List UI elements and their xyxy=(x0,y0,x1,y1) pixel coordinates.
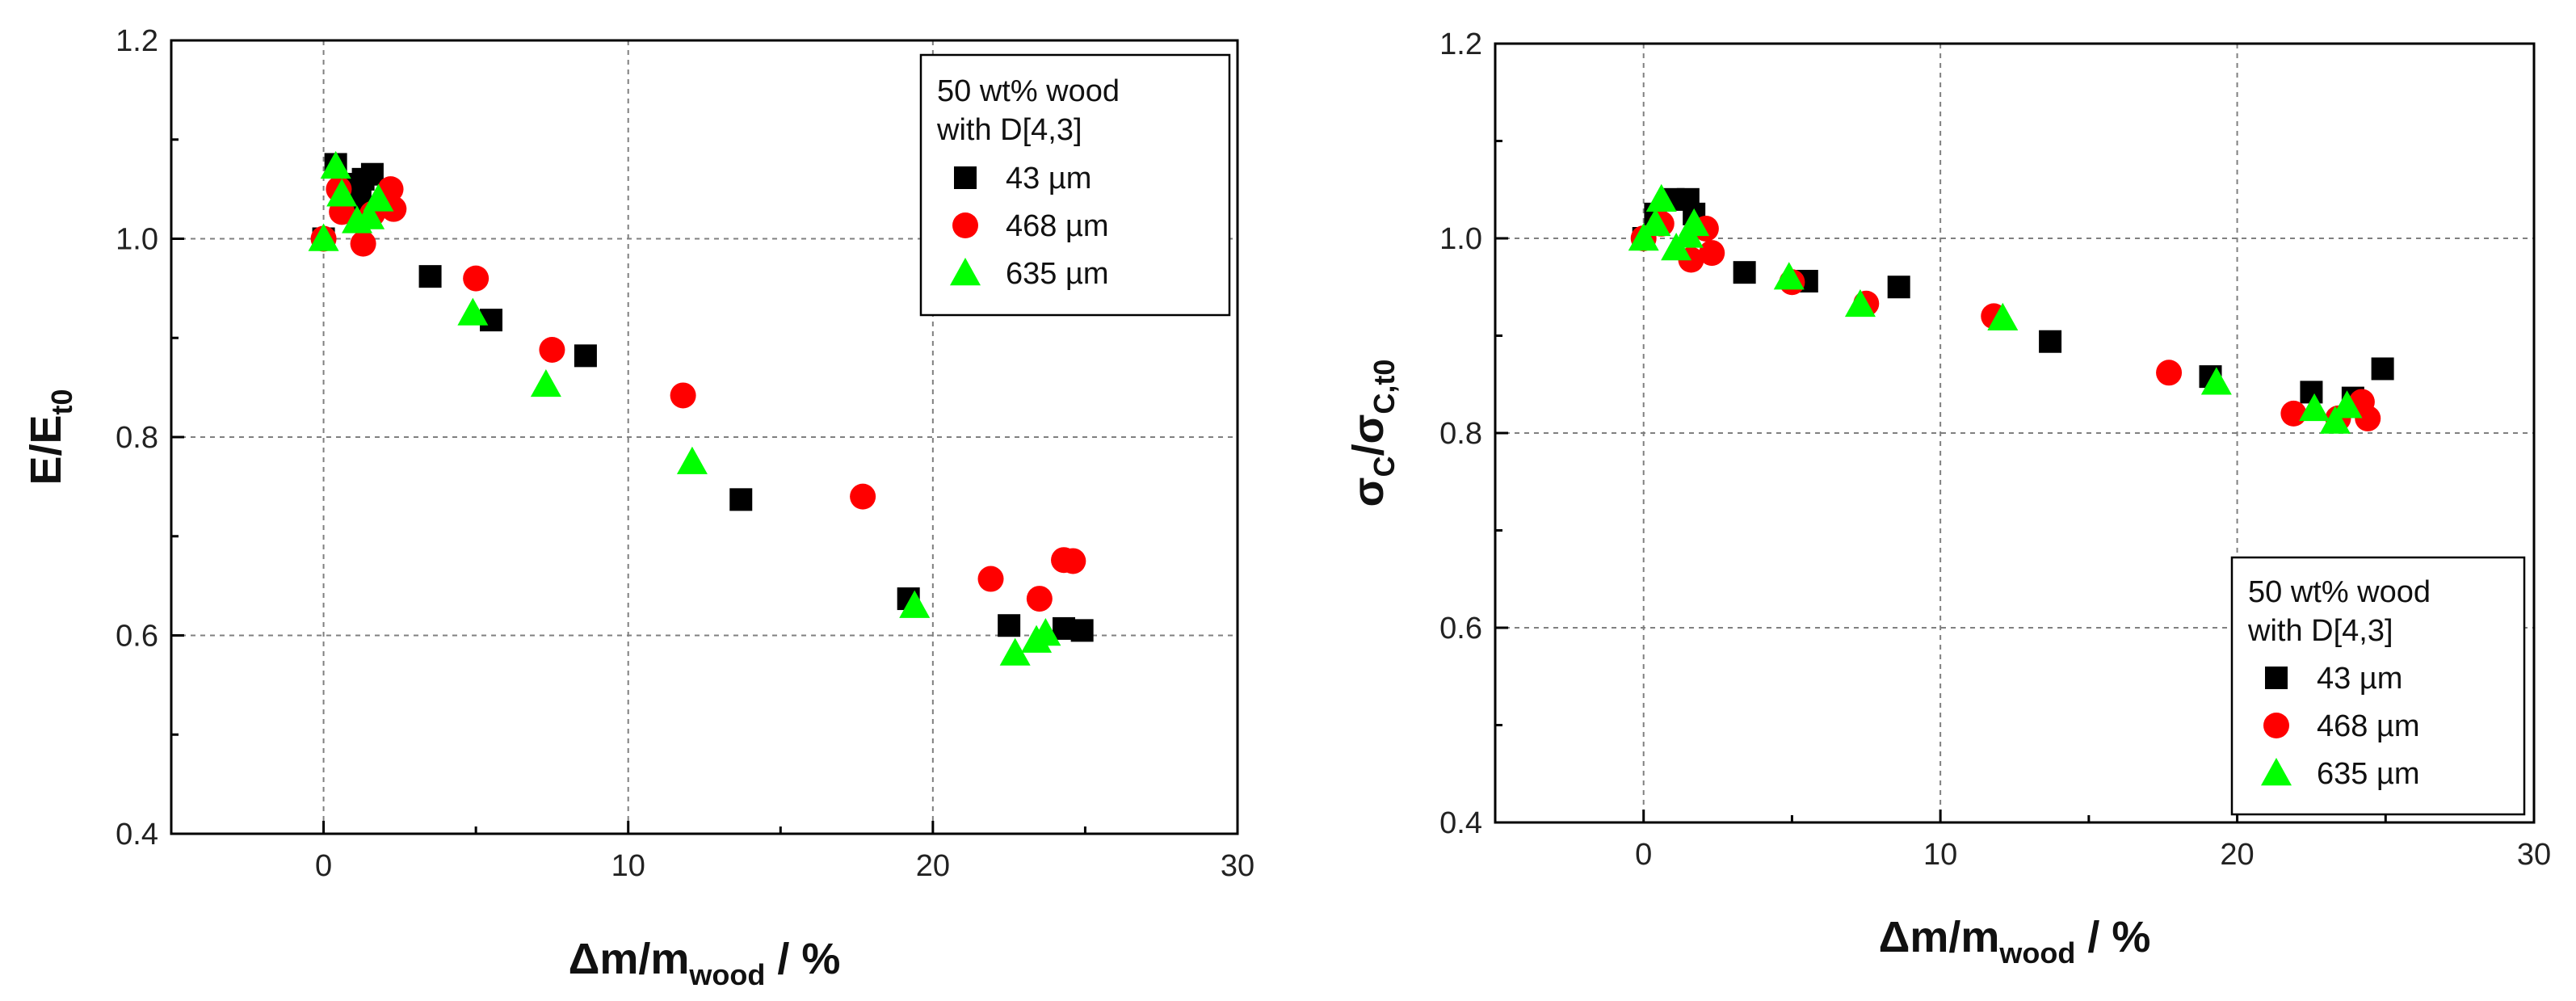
y-tick-label: 1.0 xyxy=(1439,222,1482,256)
data-point-square xyxy=(2039,330,2062,353)
data-point-triangle xyxy=(308,223,339,251)
data-point-square xyxy=(998,614,1021,637)
x-tick-label: 30 xyxy=(2517,838,2551,872)
y-axis-label-left: E/Et0 xyxy=(22,389,78,485)
y-tick-label: 1.0 xyxy=(116,223,158,257)
data-point-square xyxy=(729,488,753,511)
legend-label-635-right: 635 µm xyxy=(2317,757,2420,791)
data-point-square xyxy=(418,265,442,288)
data-point-triangle xyxy=(1628,223,1659,251)
ticks-right: 0 10 20 30 0.4 0.6 0.8 1.0 1.2 xyxy=(1439,27,2551,872)
data-point-square xyxy=(360,162,384,186)
legend-left: 50 wt% wood with D[4,3] 43 µm 468 µm 635… xyxy=(919,53,1231,317)
legend-title-line1-right: 50 wt% wood xyxy=(2248,575,2431,609)
legend-label-43-right: 43 µm xyxy=(2317,662,2402,696)
legend-title-line2-left: with D[4,3] xyxy=(936,113,1082,147)
data-point-triangle xyxy=(363,183,394,212)
grid-left xyxy=(171,40,1238,834)
legend-marker-circle xyxy=(2263,713,2289,738)
data-point-circle xyxy=(1026,586,1053,612)
y-axis-label-right: σC/σC,t0 xyxy=(1344,360,1401,507)
x-axis-label-left: Δm/mwood / % xyxy=(569,935,841,991)
x-tick-label: 20 xyxy=(916,849,950,883)
data-point-square xyxy=(1887,275,1910,299)
chart-left: 0 10 20 30 0.4 0.6 0.8 1.0 1.2 Δm/mwood / % E/Et… xyxy=(22,24,1254,991)
data-point-triangle xyxy=(1987,302,2019,331)
x-tick-label: 0 xyxy=(315,849,332,883)
data-point-circle xyxy=(977,566,1004,592)
legend-marker-triangle xyxy=(2261,758,2292,786)
data-point-triangle xyxy=(530,368,561,397)
legend-label-635-left: 635 µm xyxy=(1006,257,1109,291)
x-tick-label: 10 xyxy=(611,849,645,883)
legend-title-line2-right: with D[4,3] xyxy=(2247,614,2393,648)
data-point-square xyxy=(2371,357,2394,381)
legend-label-43-left: 43 µm xyxy=(1006,162,1091,196)
data-point-triangle xyxy=(999,637,1031,666)
data-point-circle xyxy=(2280,400,2307,427)
legend-label-468-right: 468 µm xyxy=(2317,709,2420,743)
data-point-triangle xyxy=(326,179,358,207)
x-tick-label: 30 xyxy=(1221,849,1254,883)
data-point-circle xyxy=(2156,360,2183,386)
y-tick-label: 0.4 xyxy=(1439,806,1482,840)
data-point-square xyxy=(574,344,597,368)
points-right xyxy=(1628,183,2394,434)
points-left xyxy=(308,150,1094,666)
legend-marks-right xyxy=(2261,667,2292,786)
data-point-triangle xyxy=(899,590,931,618)
legend-label-468-left: 468 µm xyxy=(1006,209,1109,243)
data-point-circle xyxy=(463,265,490,292)
data-point-square xyxy=(1733,261,1756,284)
data-point-circle xyxy=(1699,240,1725,267)
data-point-triangle xyxy=(1679,208,1710,237)
data-point-circle xyxy=(850,483,876,510)
legend-marker-square xyxy=(2265,667,2288,689)
data-point-triangle xyxy=(1640,208,1671,237)
data-point-triangle xyxy=(1645,183,1677,212)
data-point-square xyxy=(1070,619,1094,642)
data-point-triangle xyxy=(2319,406,2351,434)
data-point-triangle xyxy=(2200,367,2232,395)
data-point-triangle xyxy=(1773,262,1805,290)
y-tick-label: 0.8 xyxy=(1439,417,1482,451)
x-tick-label: 20 xyxy=(2220,838,2254,872)
legend-title-line1-left: 50 wt% wood xyxy=(937,74,1120,108)
data-point-circle xyxy=(539,336,565,363)
data-point-triangle xyxy=(354,201,385,229)
data-point-triangle xyxy=(457,297,489,326)
y-tick-label: 1.2 xyxy=(1439,27,1482,61)
x-tick-label: 10 xyxy=(1923,838,1957,872)
data-point-circle xyxy=(1060,548,1086,574)
data-point-circle xyxy=(2355,405,2381,431)
data-point-circle xyxy=(350,230,376,257)
y-tick-label: 1.2 xyxy=(116,24,158,58)
legend-right: 50 wt% wood with D[4,3] 43 µm 468 µm 635… xyxy=(2230,556,2526,816)
data-point-circle xyxy=(670,382,696,409)
legend-marks-left xyxy=(950,166,981,286)
data-point-triangle xyxy=(2331,390,2363,418)
y-tick-label: 0.6 xyxy=(116,620,158,654)
data-point-triangle xyxy=(1844,288,1876,318)
legend-marker-circle xyxy=(952,212,978,238)
data-point-triangle xyxy=(320,150,351,179)
y-tick-label: 0.6 xyxy=(1439,612,1482,646)
legend-marker-square xyxy=(954,166,977,189)
x-axis-label-right: Δm/mwood / % xyxy=(1879,913,2151,969)
ticks-left: 0 10 20 30 0.4 0.6 0.8 1.0 1.2 xyxy=(116,24,1254,883)
legend-marker-triangle xyxy=(950,258,981,286)
y-tick-label: 0.4 xyxy=(116,818,158,852)
x-tick-label: 0 xyxy=(1635,838,1652,872)
data-point-triangle xyxy=(2299,393,2330,422)
chart-right: 0 10 20 30 0.4 0.6 0.8 1.0 1.2 Δm/mwood / % σC/σ… xyxy=(1344,27,2551,969)
data-point-triangle xyxy=(1030,618,1061,646)
data-point-triangle xyxy=(676,446,708,474)
y-tick-label: 0.8 xyxy=(116,421,158,455)
